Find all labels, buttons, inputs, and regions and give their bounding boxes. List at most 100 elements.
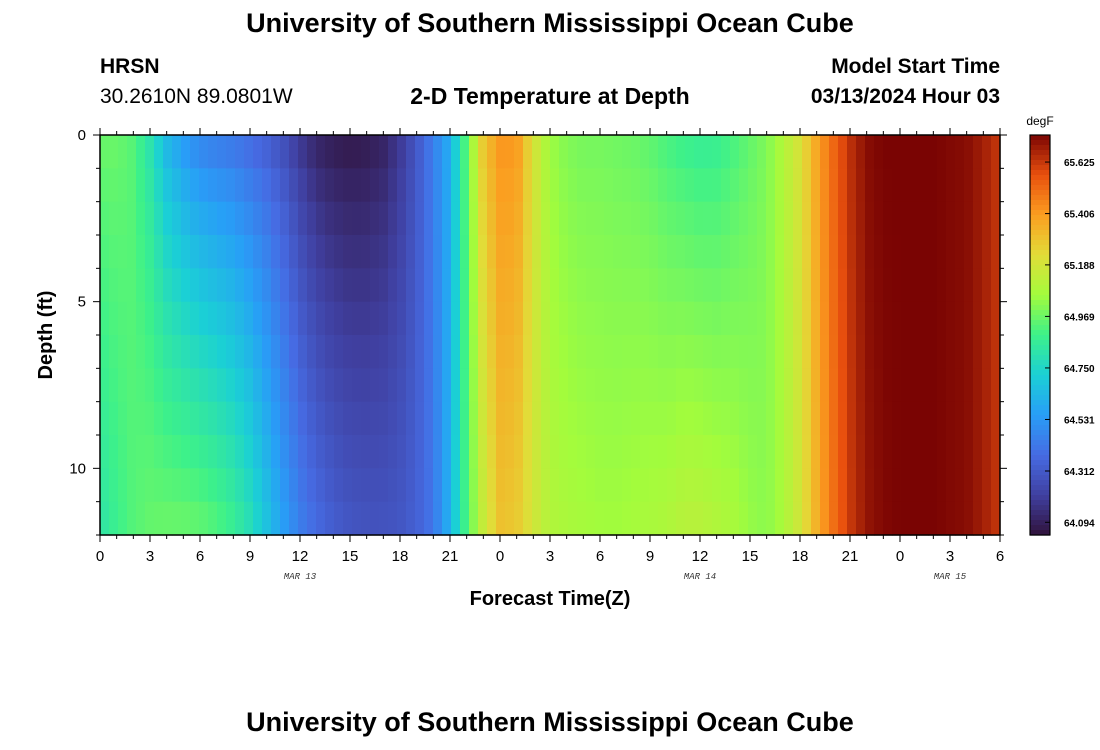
heatmap-cell — [361, 235, 371, 269]
heatmap-cell — [370, 335, 380, 369]
heatmap-cell — [307, 435, 317, 469]
heatmap-cell — [307, 201, 317, 236]
heatmap-cell — [415, 168, 425, 203]
heatmap-cell — [451, 435, 461, 469]
colorbar-segment — [1030, 140, 1050, 146]
heatmap-cell — [631, 168, 641, 203]
colorbar-segment — [1030, 485, 1050, 491]
colorbar-label: 65.625 — [1064, 158, 1095, 169]
heatmap-cell — [982, 501, 992, 536]
heatmap-cell — [559, 301, 569, 336]
heatmap-cell — [640, 468, 650, 503]
heatmap-cell — [568, 335, 578, 369]
heatmap-cell — [694, 468, 704, 503]
heatmap-cell — [667, 401, 677, 436]
heatmap-cell — [721, 368, 731, 403]
heatmap-cell — [937, 235, 947, 269]
heatmap-cell — [892, 401, 902, 436]
heatmap-cell — [784, 201, 794, 236]
heatmap-cell — [253, 401, 263, 436]
heatmap-cell — [712, 435, 722, 469]
heatmap-cell — [361, 135, 371, 169]
heatmap-cell — [298, 135, 308, 169]
heatmap-cell — [514, 268, 524, 303]
x-tick-label: 12 — [692, 548, 709, 565]
heatmap-cell — [352, 235, 362, 269]
heatmap-cell — [604, 435, 614, 469]
heatmap-cell — [865, 335, 875, 369]
heatmap-cell — [856, 368, 866, 403]
heatmap-cell — [631, 468, 641, 503]
heatmap-cell — [244, 368, 254, 403]
heatmap-cell — [280, 435, 290, 469]
heatmap-cell — [604, 468, 614, 503]
heatmap-cell — [865, 301, 875, 336]
heatmap-cell — [649, 235, 659, 269]
heatmap-cell — [838, 435, 848, 469]
heatmap-cell — [505, 135, 515, 169]
heatmap-cell — [343, 468, 353, 503]
colorbar-segment — [1030, 155, 1050, 161]
x-tick-label: 9 — [246, 548, 254, 565]
heatmap-cell — [577, 135, 587, 169]
heatmap-cell — [145, 168, 155, 203]
colorbar-segment — [1030, 260, 1050, 266]
heatmap-cell — [478, 368, 488, 403]
heatmap-cell — [262, 235, 272, 269]
heatmap-cell — [613, 268, 623, 303]
heatmap-cell — [793, 201, 803, 236]
heatmap-cell — [946, 368, 956, 403]
heatmap-cell — [370, 201, 380, 236]
heatmap-cell — [208, 135, 218, 169]
heatmap-cell — [649, 368, 659, 403]
heatmap-cell — [703, 501, 713, 536]
heatmap-cell — [640, 268, 650, 303]
heatmap-cell — [946, 468, 956, 503]
heatmap-cell — [163, 235, 173, 269]
heatmap-cell — [847, 235, 857, 269]
heatmap-cell — [271, 501, 281, 536]
heatmap-cell — [685, 135, 695, 169]
colorbar-segment — [1030, 345, 1050, 351]
heatmap-cell — [577, 301, 587, 336]
heatmap-cell — [532, 468, 542, 503]
heatmap-cell — [775, 201, 785, 236]
heatmap-cell — [145, 501, 155, 536]
heatmap-cell — [433, 168, 443, 203]
heatmap-cell — [505, 235, 515, 269]
heatmap-cell — [694, 268, 704, 303]
heatmap-cell — [928, 301, 938, 336]
heatmap-cell — [280, 135, 290, 169]
heatmap-cell — [298, 435, 308, 469]
colorbar-segment — [1030, 455, 1050, 461]
heatmap-cell — [676, 235, 686, 269]
heatmap-cell — [271, 401, 281, 436]
heatmap-cell — [334, 201, 344, 236]
heatmap-cell — [559, 401, 569, 436]
heatmap-cell — [289, 335, 299, 369]
heatmap-cell — [208, 401, 218, 436]
heatmap-cell — [964, 168, 974, 203]
heatmap-cell — [109, 435, 119, 469]
colorbar-segment — [1030, 520, 1050, 526]
heatmap-cell — [910, 335, 920, 369]
heatmap-cell — [739, 368, 749, 403]
heatmap-cell — [973, 501, 983, 536]
heatmap-cell — [262, 401, 272, 436]
heatmap-cell — [667, 168, 677, 203]
heatmap-cell — [640, 301, 650, 336]
heatmap-cell — [154, 401, 164, 436]
colorbar-label: 64.531 — [1064, 415, 1095, 426]
heatmap-cell — [955, 501, 965, 536]
heatmap-cell — [928, 201, 938, 236]
heatmap-cell — [352, 268, 362, 303]
heatmap-cell — [721, 201, 731, 236]
heatmap-cell — [757, 268, 767, 303]
heatmap-cell — [325, 435, 335, 469]
heatmap-cell — [433, 235, 443, 269]
colorbar-segment — [1030, 350, 1050, 356]
heatmap-cell — [595, 468, 605, 503]
heatmap-cell — [127, 368, 137, 403]
heatmap-cell — [460, 368, 470, 403]
heatmap-cell — [181, 468, 191, 503]
